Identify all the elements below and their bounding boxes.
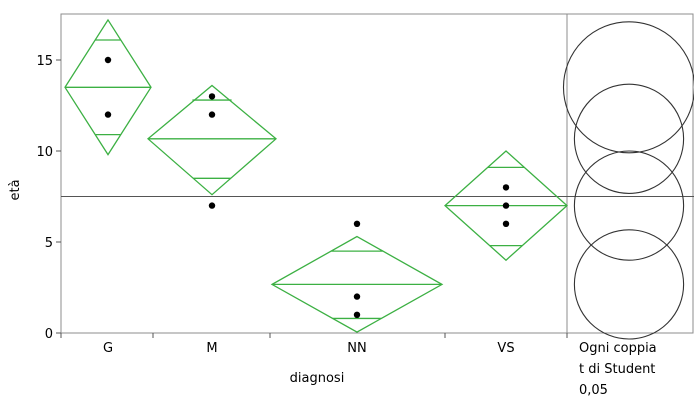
x-tick-label: NN xyxy=(347,341,366,356)
data-point xyxy=(502,184,510,191)
plot-frame xyxy=(60,13,694,334)
y-axis-label: età xyxy=(8,179,23,200)
comparison-circle-g xyxy=(562,21,694,154)
data-points xyxy=(104,56,510,318)
diamond-outline xyxy=(444,150,568,262)
diamond-outline xyxy=(146,84,278,196)
y-tick-label: 10 xyxy=(36,145,53,160)
data-point xyxy=(208,111,216,118)
x-tick-label: VS xyxy=(497,341,514,356)
data-point xyxy=(353,311,361,318)
x-axis-ticks: G M NN VS xyxy=(60,333,568,356)
x-tick-label: M xyxy=(206,341,217,356)
x-tick-label: G xyxy=(103,341,113,356)
data-point xyxy=(104,111,112,118)
means-diamond-g xyxy=(64,18,152,156)
means-diamond-nn xyxy=(270,235,444,333)
data-point xyxy=(208,93,216,100)
means-diamonds xyxy=(64,18,568,333)
comparison-label-line-2: t di Student xyxy=(579,362,655,377)
y-tick-label: 5 xyxy=(45,236,53,251)
y-tick-label: 15 xyxy=(36,54,53,69)
data-point xyxy=(353,220,361,227)
y-tick-label: 0 xyxy=(45,327,53,342)
data-point xyxy=(104,56,112,64)
comparison-circle-m xyxy=(573,83,685,194)
comparison-circle-vs xyxy=(573,150,685,261)
data-point xyxy=(353,293,361,300)
plot-border xyxy=(60,13,694,334)
data-point xyxy=(208,202,216,209)
x-axis-label: diagnosi xyxy=(290,371,345,386)
data-point xyxy=(502,202,510,209)
data-point xyxy=(502,220,510,227)
means-diamond-m xyxy=(146,84,278,196)
y-axis-ticks: 0 5 10 15 xyxy=(36,54,61,342)
comparison-circles xyxy=(562,21,694,340)
comparison-circle-nn xyxy=(573,229,685,340)
diamond-outline xyxy=(64,18,152,156)
comparison-label-line-1: Ogni coppia xyxy=(579,341,657,356)
comparison-label-line-3: 0,05 xyxy=(579,383,608,398)
diamond-outline xyxy=(270,235,444,333)
